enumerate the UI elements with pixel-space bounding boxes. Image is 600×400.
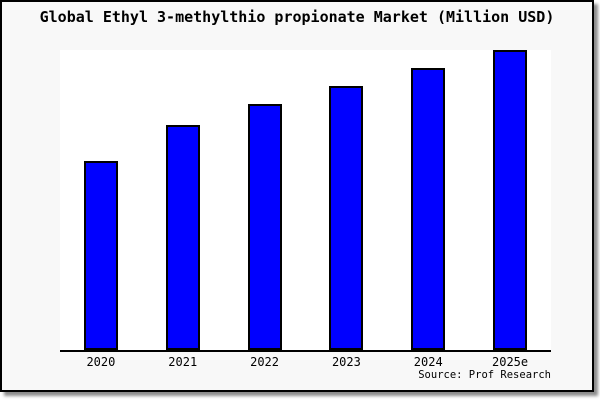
x-axis-labels: 2020 2021 2022 2023 2024 2025e xyxy=(60,355,551,371)
x-tick-label-2020: 2020 xyxy=(86,355,116,369)
x-tick-label-2021: 2021 xyxy=(168,355,198,369)
bar-2024 xyxy=(411,68,446,350)
source-label: Source: Prof Research xyxy=(418,369,551,381)
bar-2020 xyxy=(83,161,118,350)
x-tick-label-2024: 2024 xyxy=(413,355,443,369)
x-tick-label-2025e: 2025e xyxy=(492,355,529,369)
chart-frame: Global Ethyl 3-methylthio propionate Mar… xyxy=(0,0,594,392)
bar-2022 xyxy=(247,104,282,350)
bar-2025e xyxy=(493,50,528,350)
x-tick-label-2023: 2023 xyxy=(331,355,361,369)
plot-area xyxy=(60,50,551,352)
chart-title: Global Ethyl 3-methylthio propionate Mar… xyxy=(39,8,555,26)
x-tick-label-2022: 2022 xyxy=(250,355,280,369)
bar-2021 xyxy=(165,125,200,350)
bar-2023 xyxy=(329,86,364,350)
